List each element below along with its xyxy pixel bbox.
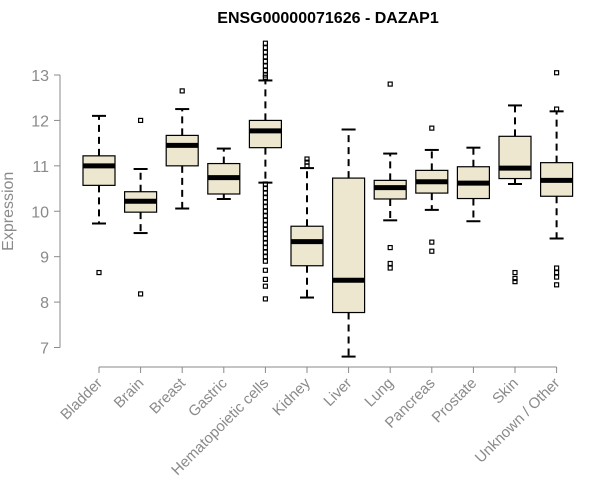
outlier-point xyxy=(262,190,268,196)
y-tick-label: 7 xyxy=(40,341,49,358)
outlier-point xyxy=(387,244,393,251)
y-tick-label: 10 xyxy=(31,204,49,221)
outlier-point xyxy=(512,269,518,276)
outlier-point xyxy=(262,283,268,289)
box-group xyxy=(498,104,532,285)
y-axis-label: Expression xyxy=(0,172,17,251)
outlier-point xyxy=(262,254,268,260)
outlier-point xyxy=(262,54,268,60)
iqr-box xyxy=(165,134,199,167)
outlier-point xyxy=(553,70,560,76)
box-group xyxy=(539,70,574,288)
outlier-point xyxy=(262,231,268,237)
outlier-point xyxy=(262,40,268,46)
outlier-point xyxy=(553,106,560,112)
outlier-point xyxy=(387,81,393,87)
y-tick-label: 11 xyxy=(32,159,49,176)
box-group xyxy=(456,146,490,223)
outlier-point xyxy=(262,240,268,246)
outlier-point xyxy=(429,239,435,245)
outlier-point xyxy=(96,269,102,276)
iqr-box xyxy=(332,177,366,314)
outlier-point xyxy=(262,185,268,192)
outlier-point xyxy=(262,58,268,64)
outlier-point xyxy=(262,67,268,74)
box-group xyxy=(248,40,282,302)
y-axis-ticks: 7 8 9 10 11 12 13 xyxy=(31,68,60,358)
box-group xyxy=(123,117,158,297)
outlier-point xyxy=(138,291,144,297)
outlier-point xyxy=(262,296,268,302)
outlier-point xyxy=(179,88,185,94)
x-tick-label: Bladder xyxy=(57,375,106,424)
outlier-point xyxy=(262,244,268,251)
outlier-point xyxy=(553,269,560,276)
outlier-point xyxy=(262,45,268,51)
box-group xyxy=(82,114,116,276)
chart-title: ENSG00000071626 - DAZAP1 xyxy=(217,10,439,27)
y-tick-label: 12 xyxy=(31,113,49,130)
box-series xyxy=(82,40,574,358)
box-group xyxy=(165,88,199,210)
outlier-point xyxy=(262,204,268,210)
y-tick-label: 9 xyxy=(40,250,49,267)
y-tick-label: 8 xyxy=(40,295,49,312)
y-tick-label: 13 xyxy=(31,68,49,85)
iqr-box xyxy=(498,135,532,180)
outlier-point xyxy=(262,249,268,255)
outlier-point xyxy=(304,163,310,169)
outlier-point xyxy=(553,274,560,280)
outlier-point xyxy=(262,199,268,205)
outlier-point xyxy=(262,222,268,228)
outlier-point xyxy=(138,117,144,124)
x-tick-label: Liver xyxy=(320,375,355,410)
x-tick-label: Brain xyxy=(111,375,148,412)
x-tick-label: Skin xyxy=(489,375,522,408)
outlier-point xyxy=(553,265,560,271)
outlier-point xyxy=(262,49,268,55)
outlier-point xyxy=(512,275,518,282)
outlier-point xyxy=(262,217,268,223)
outlier-point xyxy=(553,282,560,288)
box-group xyxy=(415,125,449,254)
outlier-point xyxy=(429,125,435,131)
iqr-box xyxy=(290,225,324,267)
box-group xyxy=(373,81,407,271)
outlier-point xyxy=(387,260,393,267)
outlier-point xyxy=(262,226,268,233)
outlier-point xyxy=(262,258,268,264)
box-group xyxy=(290,156,324,299)
outlier-point xyxy=(262,195,268,201)
outlier-point xyxy=(262,235,268,242)
iqr-box xyxy=(248,119,282,149)
iqr-box xyxy=(82,155,116,186)
x-tick-label: Kidney xyxy=(269,374,314,419)
box-group xyxy=(332,128,366,358)
outlier-point xyxy=(262,213,268,219)
box-group xyxy=(207,147,241,200)
outlier-point xyxy=(262,267,268,273)
x-tick-label: Prostate xyxy=(429,375,481,427)
outlier-point xyxy=(262,276,268,282)
outlier-point xyxy=(262,74,268,80)
x-tick-label: Breast xyxy=(146,374,189,417)
outlier-point xyxy=(512,279,518,285)
outlier-point xyxy=(429,248,435,254)
outlier-point xyxy=(304,156,310,162)
outlier-point xyxy=(387,265,393,271)
x-tick-label: Lung xyxy=(361,375,397,411)
outlier-point xyxy=(262,63,268,69)
outlier-point xyxy=(262,208,268,214)
